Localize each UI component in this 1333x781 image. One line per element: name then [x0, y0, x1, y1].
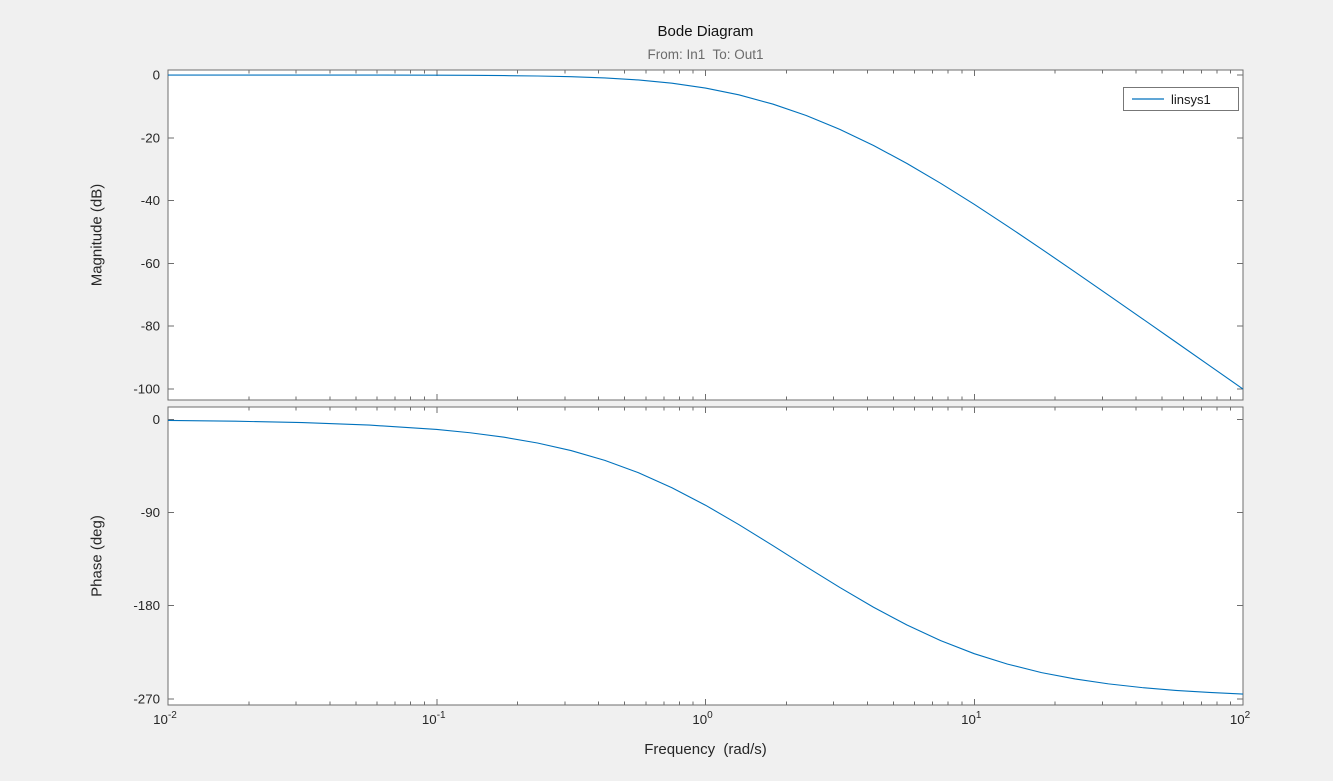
legend[interactable]: linsys1	[1123, 87, 1239, 111]
phase-curve	[167, 419, 1244, 695]
phase-ytick-label: -270	[133, 691, 160, 706]
phase-plot-area	[167, 406, 1244, 706]
magnitude-axes: 0 -20 -40 -60 -80 -100	[133, 68, 1244, 401]
phase-axes: 0 -90 -180 -270 10-2 10-1 100 101 102	[133, 406, 1251, 727]
xtick-label: 100	[692, 710, 713, 727]
chart-subtitle: From: In1 To: Out1	[647, 47, 764, 62]
magnitude-plot-area	[167, 69, 1244, 401]
frequency-axis-label: Frequency (rad/s)	[644, 741, 767, 758]
xtick-label: 101	[961, 710, 982, 727]
magnitude-ytick-label: 0	[153, 68, 160, 83]
xtick-label: 10-2	[153, 710, 177, 727]
legend-label: linsys1	[1171, 91, 1211, 107]
magnitude-curve	[168, 74, 1244, 390]
chart-title: Bode Diagram	[657, 23, 754, 40]
magnitude-ytick-label: -20	[141, 130, 160, 145]
magnitude-ytick-label: -60	[141, 256, 160, 271]
magnitude-ytick-label: -100	[133, 382, 160, 397]
phase-axis-label: Phase (deg)	[88, 515, 106, 597]
phase-ytick-label: 0	[153, 412, 160, 427]
magnitude-ytick-label: -80	[141, 319, 160, 334]
phase-ytick-label: -180	[133, 598, 160, 613]
xtick-label: 10-1	[422, 710, 446, 727]
xtick-label: 102	[1230, 710, 1251, 727]
legend-line-icon	[1132, 98, 1164, 100]
phase-ticks	[167, 407, 1244, 705]
phase-ytick-label: -90	[141, 505, 160, 520]
magnitude-ytick-label: -40	[141, 193, 160, 208]
magnitude-axis-label: Magnitude (dB)	[88, 183, 106, 287]
